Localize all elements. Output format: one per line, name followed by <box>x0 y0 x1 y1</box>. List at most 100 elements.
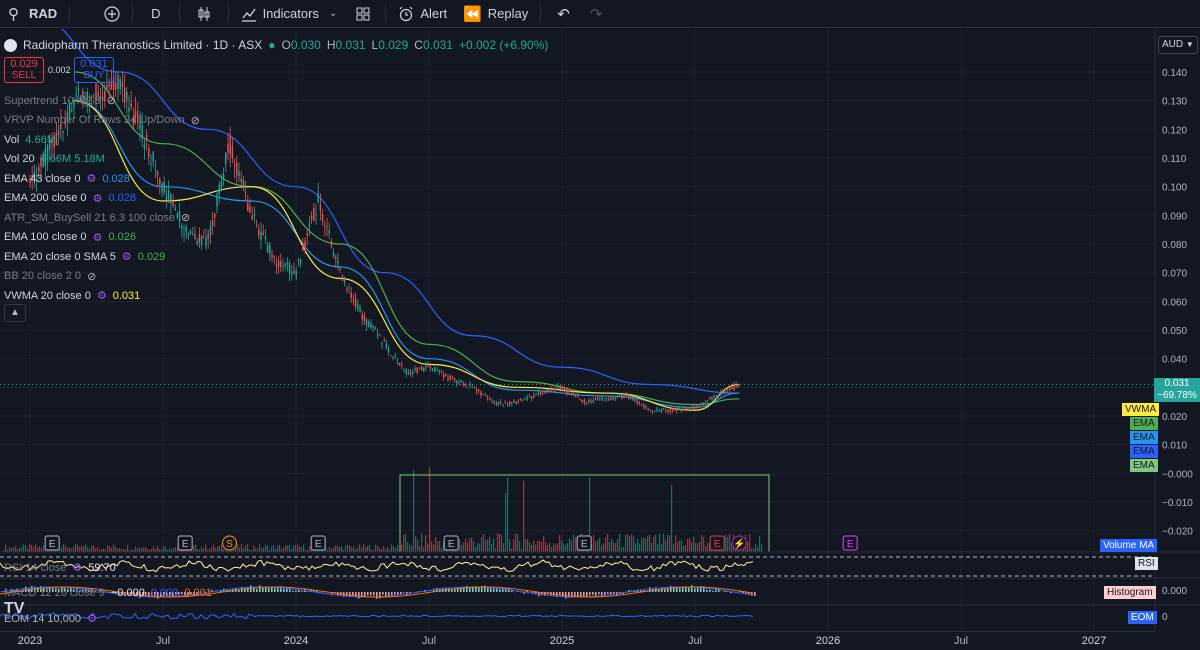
macd-histogram-bar <box>274 588 276 592</box>
time-axis[interactable]: 2023 Jul 2024 Jul 2025 Jul 2026 Jul 2027 <box>0 631 1155 650</box>
indicator-legend-item[interactable]: ATR_SM_BuySell 21 6.3 100 close ⊘ <box>4 208 200 228</box>
macd-histogram-bar <box>124 592 126 596</box>
indicator-legend-item[interactable]: VWMA 20 close 0 ⚙ 0.031 <box>4 286 200 306</box>
macd-histogram-bar <box>238 589 240 592</box>
volume-bar <box>61 547 63 552</box>
event-marker-label: S <box>226 539 233 550</box>
candle-body <box>304 240 306 248</box>
symbol-search-button[interactable]: ⚲ RAD <box>0 0 65 28</box>
alert-button[interactable]: Alert <box>390 0 455 28</box>
indicators-button[interactable]: Indicators ⌄ <box>233 0 346 28</box>
macd-histogram-bar <box>388 592 390 598</box>
candle-body <box>172 201 174 207</box>
macd-histogram-bar <box>685 586 687 592</box>
volume-bar <box>629 535 631 552</box>
event-marker <box>731 535 747 551</box>
redo-button[interactable]: ↷ <box>582 0 611 28</box>
undo-button[interactable]: ↶ <box>545 0 582 28</box>
settings-gear-icon[interactable]: ⚙ <box>92 192 103 205</box>
candle-body <box>405 369 407 374</box>
indicator-legend-item[interactable]: EMA 100 close 0 ⚙ 0.026 <box>4 228 200 248</box>
collapse-legend-button[interactable]: ▲ <box>4 304 26 322</box>
plus-circle-icon <box>104 5 120 22</box>
macd-value-3: 0.001 <box>184 587 212 599</box>
candle-body <box>440 371 443 373</box>
candle-body <box>71 109 73 111</box>
replay-button[interactable]: ⏪ Replay <box>455 0 536 28</box>
y-tick-label: 0.130 <box>1162 97 1187 108</box>
volume-bar <box>337 545 339 552</box>
indicator-legend-item[interactable]: EMA 20 close 0 SMA 5 ⚙ 0.029 <box>4 247 200 267</box>
hidden-eye-icon[interactable]: ⊘ <box>87 270 97 283</box>
buy-button[interactable]: 0.031 BUY <box>74 57 114 83</box>
price-chart-svg[interactable]: 0.140 0.130 0.120 0.110 0.100 0.090 0.080 0.070… <box>0 29 1200 631</box>
event-marker-label: E <box>714 539 721 550</box>
settings-gear-icon[interactable]: ⚙ <box>121 251 132 264</box>
macd-histogram-bar <box>454 589 456 592</box>
volume-bar <box>693 536 695 552</box>
indicator-legend-item[interactable]: Supertrend 10 hl2 3 ⊘ <box>4 91 200 111</box>
volume-bar <box>499 533 501 552</box>
indicator-legend-item[interactable]: BB 20 close 2 0 ⊘ <box>4 267 200 287</box>
volume-bar <box>247 544 249 552</box>
volume-bar <box>685 545 687 552</box>
hidden-eye-icon[interactable]: ⊘ <box>181 212 191 225</box>
chart-type-button[interactable] <box>184 0 224 28</box>
candle-body <box>365 320 368 325</box>
sell-button[interactable]: 0.029 SELL <box>4 57 44 83</box>
candle-body <box>484 394 487 396</box>
compare-symbol-button[interactable] <box>96 0 128 28</box>
indicator-legend-item[interactable]: EMA 43 close 0 ⚙ 0.028 <box>4 169 200 189</box>
currency-select[interactable]: AUD ▼ <box>1158 36 1198 54</box>
hidden-eye-icon[interactable]: ⊘ <box>106 95 116 108</box>
templates-button[interactable] <box>345 0 381 28</box>
macd-histogram-bar <box>184 592 186 597</box>
candle-body <box>363 315 366 322</box>
macd-histogram-bar <box>40 586 42 592</box>
candle-body <box>665 410 667 412</box>
earnings-marker <box>177 535 193 551</box>
macd-histogram-bar <box>553 592 555 596</box>
interval-button[interactable]: D <box>137 0 174 28</box>
volume-bar <box>513 539 515 552</box>
volume-bar <box>199 549 201 552</box>
indicator-legend-item[interactable]: EMA 200 close 0 ⚙ 0.028 <box>4 189 200 209</box>
macd-histogram-bar <box>352 592 354 596</box>
candle-body <box>42 152 44 168</box>
chart-area[interactable]: 0.140 0.130 0.120 0.110 0.100 0.090 0.080 0.070… <box>0 29 1200 631</box>
hidden-eye-icon[interactable]: ⊘ <box>190 114 200 127</box>
indicator-legend-item[interactable]: Vol 20 4.66M 5.18M <box>4 150 200 170</box>
volume-bar <box>245 545 247 552</box>
macd-histogram-bar <box>58 589 60 592</box>
candle-body <box>654 411 656 412</box>
candle-body <box>200 236 203 245</box>
candle-body <box>233 164 236 166</box>
volume-bar <box>545 542 547 552</box>
volume-bar <box>379 547 381 552</box>
volume-bar <box>341 545 343 552</box>
macd-histogram-bar <box>526 590 528 592</box>
macd-histogram-bar <box>442 587 444 592</box>
macd-histogram-bar <box>601 592 603 597</box>
macd-histogram-bar <box>289 588 291 592</box>
macd-histogram-bar <box>607 592 609 594</box>
macd-histogram-bar <box>679 588 681 592</box>
candle-body <box>533 395 535 398</box>
settings-gear-icon[interactable]: ⚙ <box>72 562 83 574</box>
macd-histogram-bar <box>85 587 87 592</box>
settings-gear-icon[interactable]: ⚙ <box>92 231 103 244</box>
candle-body <box>717 395 720 397</box>
indicator-legend-item[interactable]: VRVP Number Of Rows 24 Up/Down ⊘ <box>4 111 200 131</box>
volume-bar <box>213 544 215 552</box>
volume-bar <box>257 548 259 552</box>
candle-body <box>214 213 216 218</box>
indicator-legend-item[interactable]: Vol 4.66M <box>4 130 200 150</box>
settings-gear-icon[interactable]: ⚙ <box>87 613 97 625</box>
candle-body <box>370 323 372 328</box>
settings-gear-icon[interactable]: ⚙ <box>86 173 97 186</box>
candle-body <box>313 208 315 221</box>
candle-body <box>544 392 546 393</box>
macd-histogram-bar <box>649 587 651 592</box>
candle-body <box>473 387 476 389</box>
settings-gear-icon[interactable]: ⚙ <box>96 290 107 303</box>
